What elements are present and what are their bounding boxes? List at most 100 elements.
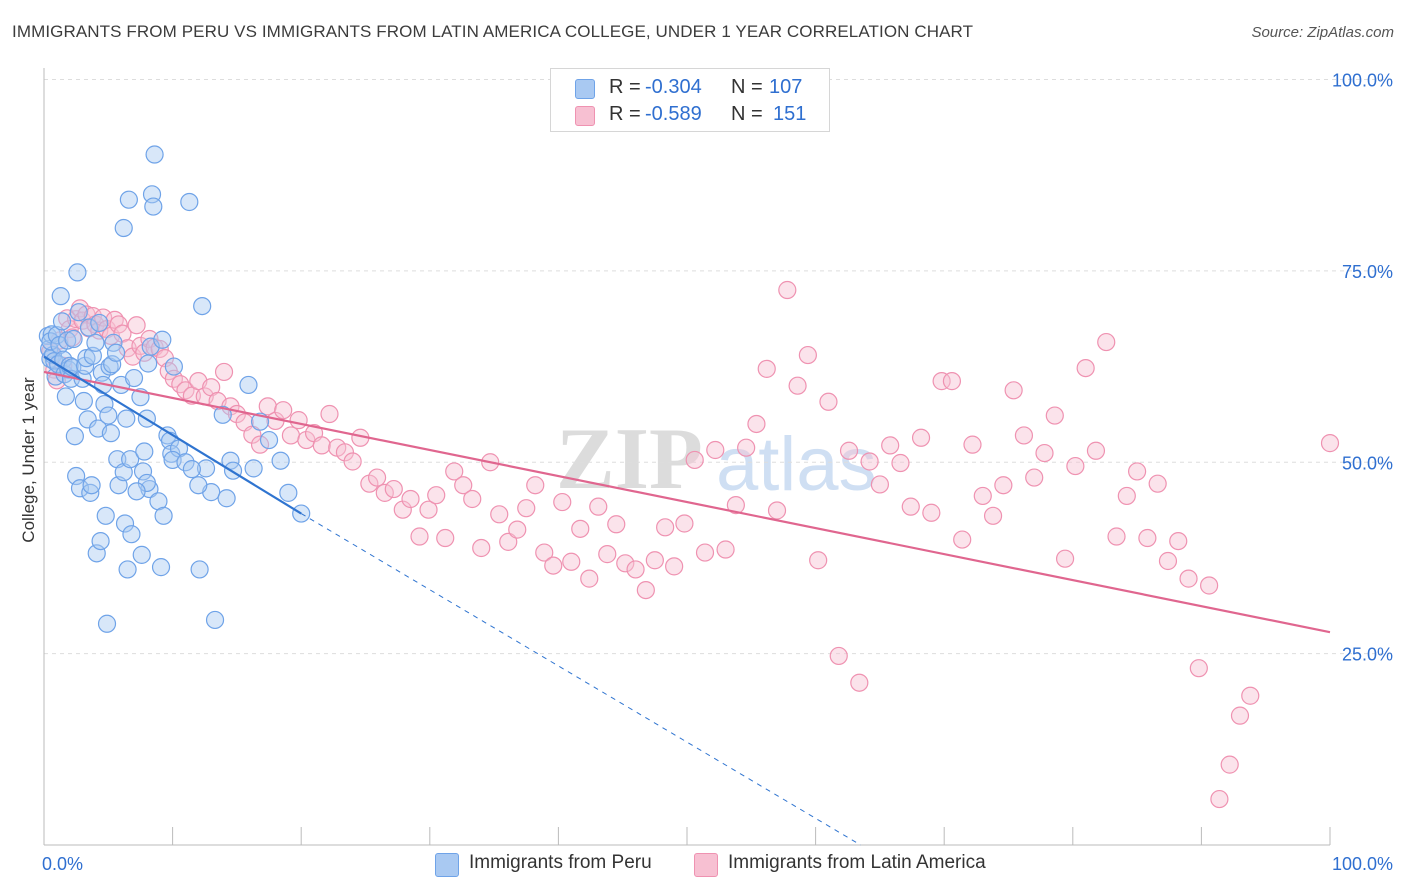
peru-point xyxy=(259,430,279,450)
latin-america-point xyxy=(1320,434,1340,453)
latin-america-point xyxy=(1086,441,1106,460)
peru-points xyxy=(38,145,311,633)
peru-legend-label: Immigrants from Peru xyxy=(469,852,652,873)
peru-point xyxy=(189,476,208,495)
latin-america-point xyxy=(1025,468,1044,487)
latin-america-point xyxy=(1097,332,1116,352)
y-tick-label: 75.0% xyxy=(1342,262,1393,282)
latin-america-point xyxy=(1220,755,1239,774)
gridlines xyxy=(44,79,1395,655)
peru-point xyxy=(190,560,209,579)
latin-america-point xyxy=(580,569,599,588)
latin-america-point xyxy=(1241,686,1260,705)
peru-point xyxy=(144,197,163,216)
latin-america-point xyxy=(553,492,572,512)
latin-america-point xyxy=(626,560,645,579)
peru-point xyxy=(135,442,154,461)
latin-america-point xyxy=(901,497,920,516)
latin-america-point xyxy=(312,436,331,455)
tick-labels: 100.0% 75.0% 50.0% 25.0% 0.0% 100.0% xyxy=(42,71,1393,875)
latin-america-point xyxy=(1107,527,1126,546)
latin-america-point xyxy=(737,438,756,457)
peru-point xyxy=(79,318,99,337)
latin-america-points xyxy=(41,280,1340,809)
latin-america-point xyxy=(109,315,128,334)
latin-america-point xyxy=(695,543,715,562)
peru-point xyxy=(68,263,87,282)
latin-america-point xyxy=(911,428,931,447)
latin-america-point xyxy=(454,476,473,495)
latin-america-point xyxy=(942,372,962,391)
latin-america-point xyxy=(335,443,355,462)
watermark-atlas: atlas xyxy=(716,422,877,507)
latin-america-point xyxy=(1230,706,1250,725)
latin-america-point xyxy=(490,505,509,524)
latin-america-point xyxy=(1127,462,1147,481)
latin-america-point xyxy=(598,545,617,564)
peru-point xyxy=(78,410,97,429)
peru-point xyxy=(132,545,151,564)
latin-america-point xyxy=(384,479,403,499)
peru-point xyxy=(182,460,201,479)
latin-america-point xyxy=(839,441,859,460)
latin-america-point xyxy=(860,452,879,471)
latin-america-point xyxy=(1148,474,1167,493)
legend-r-label: R = xyxy=(609,76,641,98)
y-tick-label: 25.0% xyxy=(1342,645,1393,665)
latin-america-point xyxy=(427,486,446,505)
peru-point xyxy=(121,450,140,469)
latin-america-point xyxy=(281,426,301,445)
latin-america-point xyxy=(870,475,890,494)
legend-row-peru: R = -0.304 N = 107 xyxy=(551,74,829,102)
latin-america-point xyxy=(675,514,694,533)
peru-point xyxy=(58,331,77,350)
latin-america-point xyxy=(850,673,869,692)
peru-point xyxy=(196,459,216,478)
peru-point xyxy=(124,368,144,388)
latin-america-point xyxy=(636,580,655,600)
y-tick-label: 50.0% xyxy=(1342,453,1393,473)
watermark-zip: ZIP xyxy=(556,411,703,508)
latin-america-point xyxy=(401,489,420,509)
latin-america-point xyxy=(343,452,362,471)
latin-america-point xyxy=(1045,406,1064,425)
latin-america-point xyxy=(472,538,491,558)
peru-point xyxy=(70,479,90,498)
latin-america-point xyxy=(685,450,704,470)
latin-america-point xyxy=(535,543,554,562)
latin-america-point xyxy=(716,540,735,559)
latin-america-point xyxy=(922,503,941,522)
peru-point xyxy=(141,337,160,356)
legend-r-label: R = xyxy=(609,103,641,125)
peru-point xyxy=(279,483,298,502)
peru-point xyxy=(118,560,137,579)
latin-america-point xyxy=(589,497,608,516)
chart-title: IMMIGRANTS FROM PERU VS IMMIGRANTS FROM … xyxy=(12,22,974,41)
peru-trend-line xyxy=(43,355,302,515)
peru-point xyxy=(217,489,236,508)
trend-lines xyxy=(43,355,1331,846)
latin-america-point xyxy=(829,646,848,666)
peru-point xyxy=(133,462,153,481)
latin-america-point xyxy=(1004,381,1023,400)
peru-legend-swatch xyxy=(435,853,459,877)
latin-america-point xyxy=(767,501,787,520)
peru-point xyxy=(213,405,232,424)
peru-point xyxy=(90,313,109,333)
peru-point xyxy=(86,333,105,352)
peru-point xyxy=(271,451,290,470)
latin-america-point xyxy=(798,345,817,365)
peru-point xyxy=(51,287,70,306)
legend-n-value: 151 xyxy=(773,103,807,125)
latin-america-point xyxy=(1158,551,1178,571)
peru-point xyxy=(81,483,100,502)
latin-america-point xyxy=(544,556,563,575)
correlation-legend: R = -0.304 N = 107 R = -0.589 N = 151 xyxy=(550,68,830,132)
latin-america-point xyxy=(1066,456,1085,476)
peru-point xyxy=(119,190,138,209)
latin-america-point xyxy=(375,483,394,502)
latin-america-point xyxy=(607,515,626,534)
peru-trend-extension xyxy=(300,513,861,846)
latin-america-point xyxy=(289,411,308,430)
latin-america-point xyxy=(214,362,234,382)
